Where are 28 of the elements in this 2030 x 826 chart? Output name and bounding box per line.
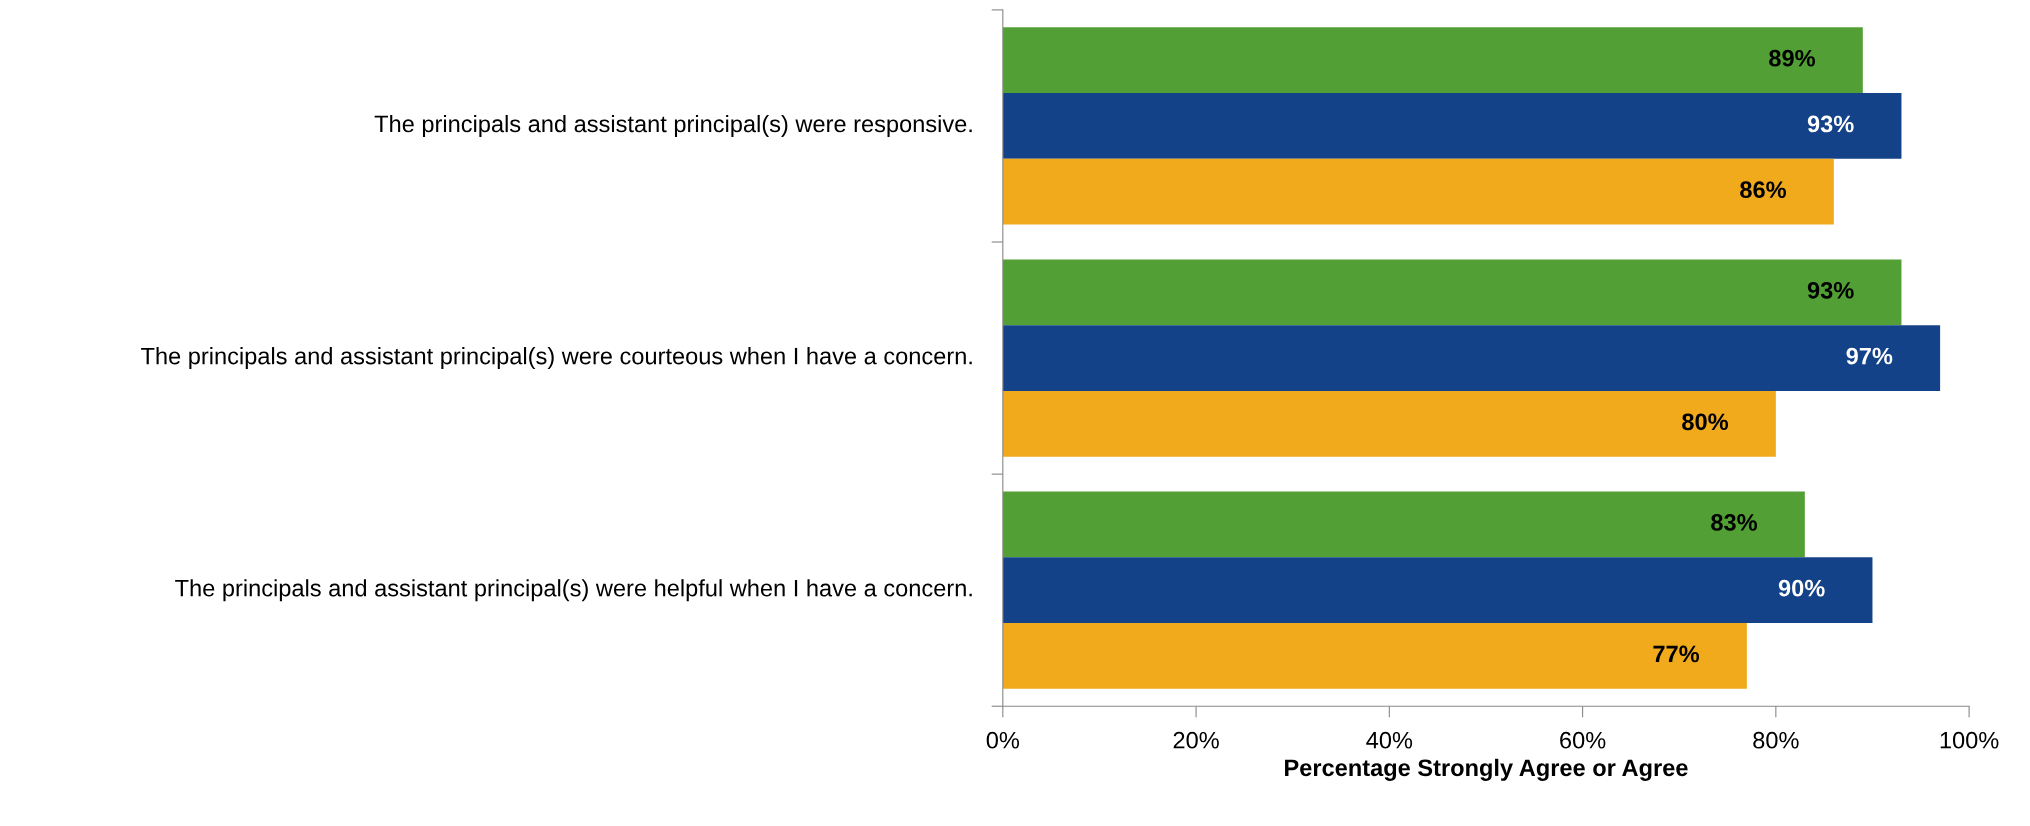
bar xyxy=(1002,623,1747,689)
x-tick-label: 0% xyxy=(986,731,1020,749)
bar xyxy=(1002,491,1805,558)
bar xyxy=(1002,390,1776,457)
x-tick-label: 40% xyxy=(1366,731,1413,749)
data-label: 83% xyxy=(1711,514,1758,531)
x-tick-label: 80% xyxy=(1753,731,1799,749)
data-label: 80% xyxy=(1682,413,1729,431)
data-label: 89% xyxy=(1769,49,1815,67)
bar xyxy=(1002,325,1941,391)
data-label: 90% xyxy=(1778,579,1825,597)
data-label: 93% xyxy=(1807,281,1854,299)
x-tick-label: 20% xyxy=(1173,731,1219,749)
x-tick-label: 60% xyxy=(1560,731,1606,749)
y-tick-label: The principals and assistant principal(s) were responsive. xyxy=(374,114,972,137)
data-label: 97% xyxy=(1846,347,1893,365)
data-label: 86% xyxy=(1740,181,1787,199)
bar xyxy=(1002,259,1902,326)
bar xyxy=(1002,158,1834,225)
bar xyxy=(1002,557,1873,624)
x-tick-label: 100% xyxy=(1940,731,1999,749)
data-label: 93% xyxy=(1807,115,1854,133)
data-label: 77% xyxy=(1653,645,1700,663)
y-tick-label: The principals and assistant principal(s) were helpful when I have a concern. xyxy=(175,579,972,602)
bar xyxy=(1002,93,1902,159)
bar xyxy=(1002,27,1863,94)
x-axis-title: Percentage Strongly Agree or Agree xyxy=(1285,758,1688,781)
y-tick-label: The principals and assistant principal(s) were courteous when I have a concern. xyxy=(141,347,972,370)
